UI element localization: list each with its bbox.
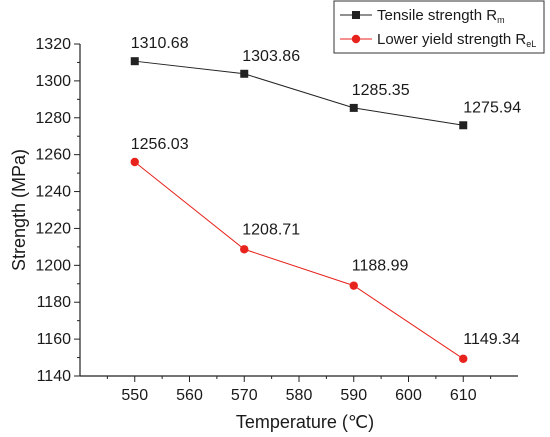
- legend-marker-0: [352, 11, 360, 19]
- ticks: 1140 1160 1180 1200 1220 1240 1260 1280 1300 1320…: [35, 36, 492, 404]
- legend-marker-1: [351, 34, 361, 44]
- legend-label-main: Tensile strength R: [377, 7, 497, 24]
- series-layer: [130, 57, 468, 363]
- legend-label-subscript: m: [497, 15, 505, 25]
- series-0-data-label: 1303.86: [242, 48, 300, 65]
- y-tick-label: 1220: [35, 220, 71, 237]
- x-tick-label: 580: [286, 387, 313, 404]
- y-tick-label: 1140: [37, 368, 72, 385]
- legend-label-0: Tensile strength Rm: [377, 7, 505, 25]
- axes: [79, 44, 518, 377]
- series-1-data-label: 1149.34: [463, 331, 520, 348]
- y-tick-label: 1200: [35, 257, 71, 274]
- series-0-data-label: 1310.68: [131, 35, 189, 52]
- series-0-point: [240, 69, 249, 78]
- series-1-data-label: 1208.71: [242, 221, 300, 238]
- series-0-point: [130, 57, 139, 66]
- series-1-data-label: 1256.03: [131, 136, 189, 153]
- x-tick-label: 570: [231, 387, 258, 404]
- series-1-point: [349, 281, 358, 290]
- y-tick-label: 1180: [37, 294, 72, 311]
- y-tick-label: 1240: [35, 184, 71, 201]
- legend-label-main: Lower yield strength R: [377, 31, 526, 48]
- series-0-data-label: 1285.35: [352, 82, 410, 99]
- series-1-point: [459, 354, 468, 363]
- series-1-data-label: 1188.99: [352, 258, 409, 275]
- x-tick-label: 550: [121, 387, 148, 404]
- legend-label-1: Lower yield strength ReL: [377, 31, 536, 49]
- series-1-point: [130, 157, 139, 167]
- y-tick-label: 1280: [35, 110, 71, 127]
- legend-label-subscript: eL: [526, 39, 536, 49]
- legend: Tensile strength Rm Lower yield strength …: [333, 0, 545, 54]
- x-axis-title: Temperature (℃): [236, 412, 374, 432]
- series-1-point: [240, 245, 249, 254]
- y-tick-label: 1160: [37, 331, 72, 348]
- data-labels: 1310.68 1303.86 1285.35 1275.94 1256.03 1208.…: [131, 35, 521, 348]
- x-tick-label: 590: [340, 387, 367, 404]
- x-tick-label: 560: [176, 387, 203, 404]
- series-0-point: [459, 121, 468, 130]
- legend-box: [333, 0, 545, 54]
- series-0-data-label: 1275.94: [463, 99, 521, 116]
- y-tick-label: 1260: [35, 147, 71, 164]
- y-axis-title: Strength (MPa): [9, 149, 29, 271]
- series-0-point: [349, 103, 358, 112]
- y-tick-label: 1320: [35, 36, 71, 53]
- series-line-0: [134, 60, 464, 126]
- x-tick-label: 610: [450, 387, 477, 404]
- x-tick-label: 600: [395, 387, 422, 404]
- series-line-1: [134, 161, 464, 360]
- y-tick-label: 1300: [35, 73, 71, 90]
